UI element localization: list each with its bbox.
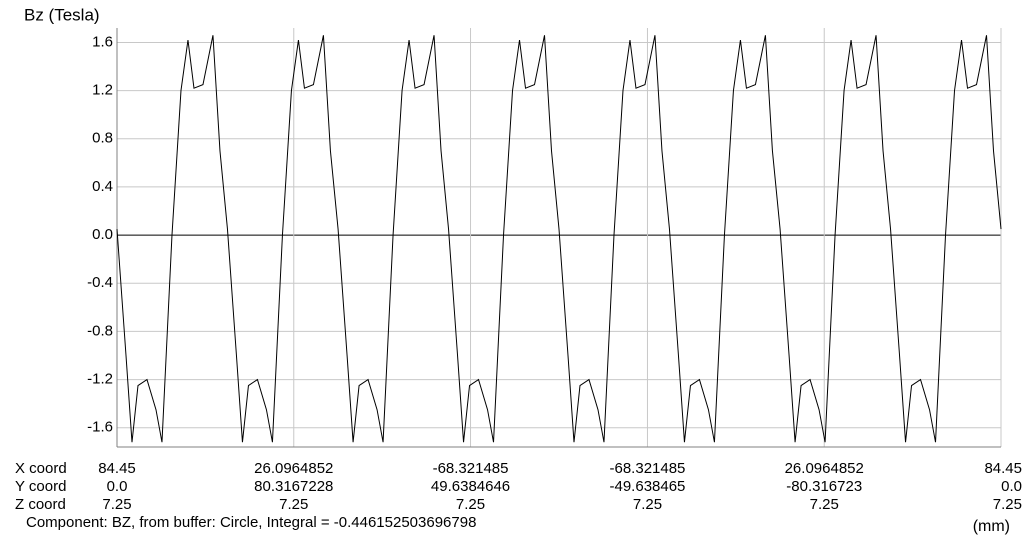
x-coord-label: 84.45 xyxy=(984,460,1022,477)
x-coord-label: 26.0964852 xyxy=(785,460,864,477)
data-line xyxy=(116,35,1002,443)
row-label: Z coord xyxy=(15,496,66,513)
y-tick-label: -0.4 xyxy=(87,274,113,291)
x-coord-label: 84.45 xyxy=(98,460,136,477)
y-axis-title: Bz (Tesla) xyxy=(24,5,100,24)
y-tick-label: 0.4 xyxy=(92,178,113,195)
y-tick-label: 1.6 xyxy=(92,33,113,50)
x-coord-label: 0.0 xyxy=(1001,478,1022,495)
x-coord-label: 7.25 xyxy=(810,496,839,513)
x-coord-label: -80.316723 xyxy=(786,478,862,495)
x-unit: (mm) xyxy=(973,518,1010,535)
x-coord-label: -49.638465 xyxy=(610,478,686,495)
y-tick-label: 0.0 xyxy=(92,226,113,243)
x-coord-label: 0.0 xyxy=(107,478,128,495)
x-coord-label: -68.321485 xyxy=(433,460,509,477)
x-coord-label: 7.25 xyxy=(456,496,485,513)
row-label: Y coord xyxy=(15,478,66,495)
y-tick-label: -1.2 xyxy=(87,371,113,388)
x-coord-label: 80.3167228 xyxy=(254,478,333,495)
footer-note: Component: BZ, from buffer: Circle, Inte… xyxy=(26,514,476,531)
x-coord-label: 7.25 xyxy=(102,496,131,513)
y-tick-label: 1.2 xyxy=(92,82,113,99)
y-tick-label: 0.8 xyxy=(92,130,113,147)
x-coord-label: 7.25 xyxy=(993,496,1022,513)
x-coord-label: -68.321485 xyxy=(610,460,686,477)
y-tick-label: -0.8 xyxy=(87,322,113,339)
x-coord-label: 26.0964852 xyxy=(254,460,333,477)
x-coord-label: 7.25 xyxy=(633,496,662,513)
x-coord-label: 7.25 xyxy=(279,496,308,513)
x-coord-label: 49.6384646 xyxy=(431,478,510,495)
y-tick-label: -1.6 xyxy=(87,419,113,436)
row-label: X coord xyxy=(15,460,67,477)
